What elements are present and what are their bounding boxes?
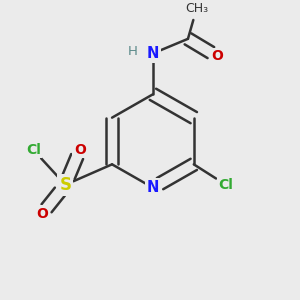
Text: S: S [59,176,71,194]
Text: CH₃: CH₃ [185,2,208,15]
Text: Cl: Cl [26,143,41,157]
Text: O: O [36,207,48,221]
Text: N: N [147,46,159,61]
Text: N: N [147,180,159,195]
Text: H: H [128,46,137,59]
Text: O: O [211,50,223,63]
Text: O: O [74,143,86,157]
Text: Cl: Cl [218,178,233,192]
